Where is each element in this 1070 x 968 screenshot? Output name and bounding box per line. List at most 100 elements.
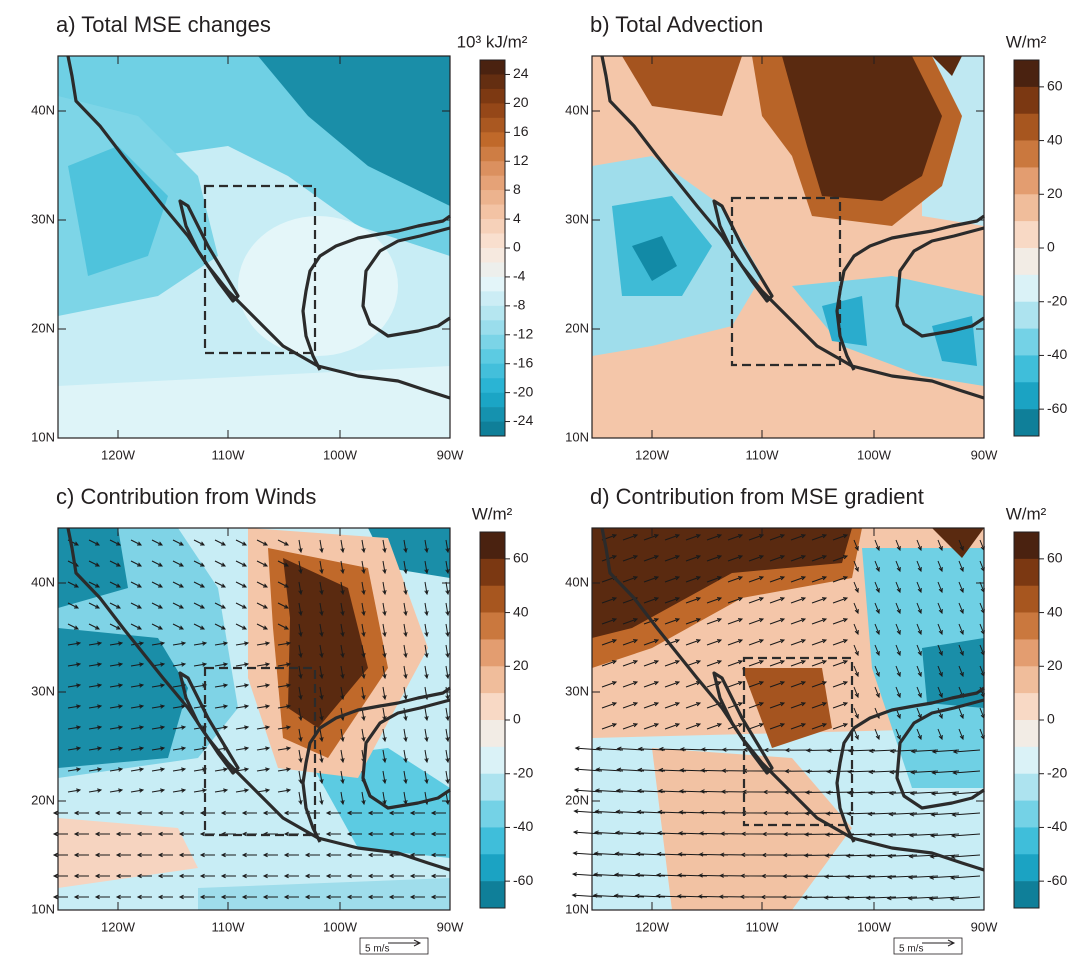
- wind-arrow: [769, 723, 786, 730]
- wind-arrow: [283, 873, 299, 879]
- wind-arrow: [844, 895, 876, 900]
- wind-arrow: [178, 831, 194, 837]
- wind-arrow: [832, 618, 849, 625]
- wind-arrow: [811, 597, 828, 604]
- wind-arrow: [172, 539, 185, 546]
- wind-arrow: [445, 560, 450, 575]
- colorbar-band: [480, 720, 505, 748]
- wind-arrow: [895, 581, 901, 594]
- wind-arrow: [937, 623, 943, 636]
- wind-arrow: [958, 728, 964, 741]
- wind-arrow: [937, 581, 943, 594]
- wind-arrow: [874, 665, 880, 678]
- wind-arrow: [916, 728, 922, 741]
- wind-arrow: [340, 581, 345, 596]
- wind-arrow: [214, 662, 229, 667]
- vector-scale-box: [893, 937, 963, 955]
- colorbar-band: [480, 60, 505, 75]
- wind-arrow: [298, 539, 303, 554]
- wind-arrow: [277, 725, 292, 730]
- colorbar-band: [1014, 532, 1039, 560]
- colorbar-label: 20: [1047, 185, 1063, 201]
- colorbar-band: [1014, 167, 1039, 195]
- colorbar-band: [480, 349, 505, 364]
- wind-arrow: [664, 534, 681, 541]
- wind-arrow: [52, 894, 68, 900]
- wind-arrow: [319, 539, 324, 554]
- wind-arrow: [67, 767, 82, 772]
- wind-arrow: [193, 581, 206, 588]
- x-tick-label: 90W: [971, 919, 998, 934]
- x-tick-label: 110W: [746, 447, 780, 462]
- wind-arrow: [235, 725, 250, 730]
- wind-arrow: [748, 639, 765, 646]
- wind-arrow: [655, 872, 687, 878]
- colorbar-band: [1014, 409, 1039, 437]
- wind-arrow: [643, 534, 660, 541]
- wind-arrow: [874, 602, 880, 615]
- wind-arrow: [214, 788, 229, 793]
- wind-arrow: [136, 810, 152, 816]
- wind-arrow: [214, 602, 227, 609]
- wind-arrow: [769, 534, 786, 541]
- x-tick-label: 120W: [101, 919, 136, 934]
- wind-arrow: [832, 576, 849, 583]
- wind-arrow: [853, 728, 859, 741]
- wind-arrow: [853, 707, 859, 720]
- wind-arrow: [361, 644, 366, 659]
- wind-arrow: [151, 704, 166, 709]
- wind-arrow: [727, 555, 744, 562]
- colorbar-label: -40: [1047, 818, 1067, 834]
- wind-arrow: [937, 602, 943, 615]
- colorbar-band: [1014, 720, 1039, 748]
- wind-arrow: [361, 602, 366, 617]
- colorbar-band: [480, 204, 505, 220]
- wind-arrow: [403, 644, 408, 659]
- colorbar-band: [480, 262, 505, 278]
- wind-arrow: [367, 831, 383, 837]
- wind-arrow: [193, 746, 208, 751]
- wind-arrow: [298, 749, 303, 764]
- wind-arrow: [832, 681, 849, 688]
- wind-arrow: [88, 662, 103, 667]
- wind-arrow: [319, 791, 324, 806]
- wind-arrow: [664, 555, 681, 562]
- wind-arrow: [403, 560, 408, 575]
- wind-arrow: [157, 873, 173, 879]
- colorbar-label: 20: [1047, 657, 1063, 673]
- colorbar-band: [1014, 113, 1039, 141]
- colorbar-label: -20: [1047, 292, 1067, 308]
- wind-arrow: [853, 560, 859, 573]
- wind-arrow: [130, 683, 145, 688]
- colorbar-band: [480, 407, 505, 422]
- wind-arrow: [256, 704, 271, 709]
- colorbar-band: [1014, 86, 1039, 115]
- wind-arrow: [889, 769, 918, 775]
- wind-arrow: [235, 683, 250, 688]
- colorbar-label: 16: [513, 123, 529, 139]
- wind-arrow: [52, 810, 68, 816]
- wind-arrow: [298, 644, 303, 659]
- wind-arrow: [88, 602, 101, 609]
- wind-arrow: [790, 639, 807, 646]
- wind-arrow: [832, 597, 849, 604]
- wind-arrow: [727, 639, 744, 646]
- wind-arrow: [382, 581, 387, 596]
- wind-arrow: [916, 665, 922, 678]
- y-tick-label: 30N: [565, 683, 589, 698]
- wind-arrow: [325, 894, 341, 900]
- wind-arrow: [151, 581, 164, 588]
- wind-arrow: [409, 831, 425, 837]
- colorbar-label: -20: [513, 764, 533, 780]
- x-tick-label: 120W: [635, 447, 670, 462]
- wind-arrow: [88, 539, 101, 546]
- x-tick-label: 90W: [971, 447, 998, 462]
- wind-arrow: [916, 539, 922, 552]
- colorbar-band: [480, 334, 505, 350]
- wind-arrow: [844, 874, 876, 879]
- wind-arrow: [664, 597, 681, 604]
- x-tick-label: 100W: [323, 447, 358, 462]
- colorbar-band: [480, 421, 505, 437]
- wind-arrow: [382, 560, 387, 575]
- wind-arrow: [361, 539, 366, 554]
